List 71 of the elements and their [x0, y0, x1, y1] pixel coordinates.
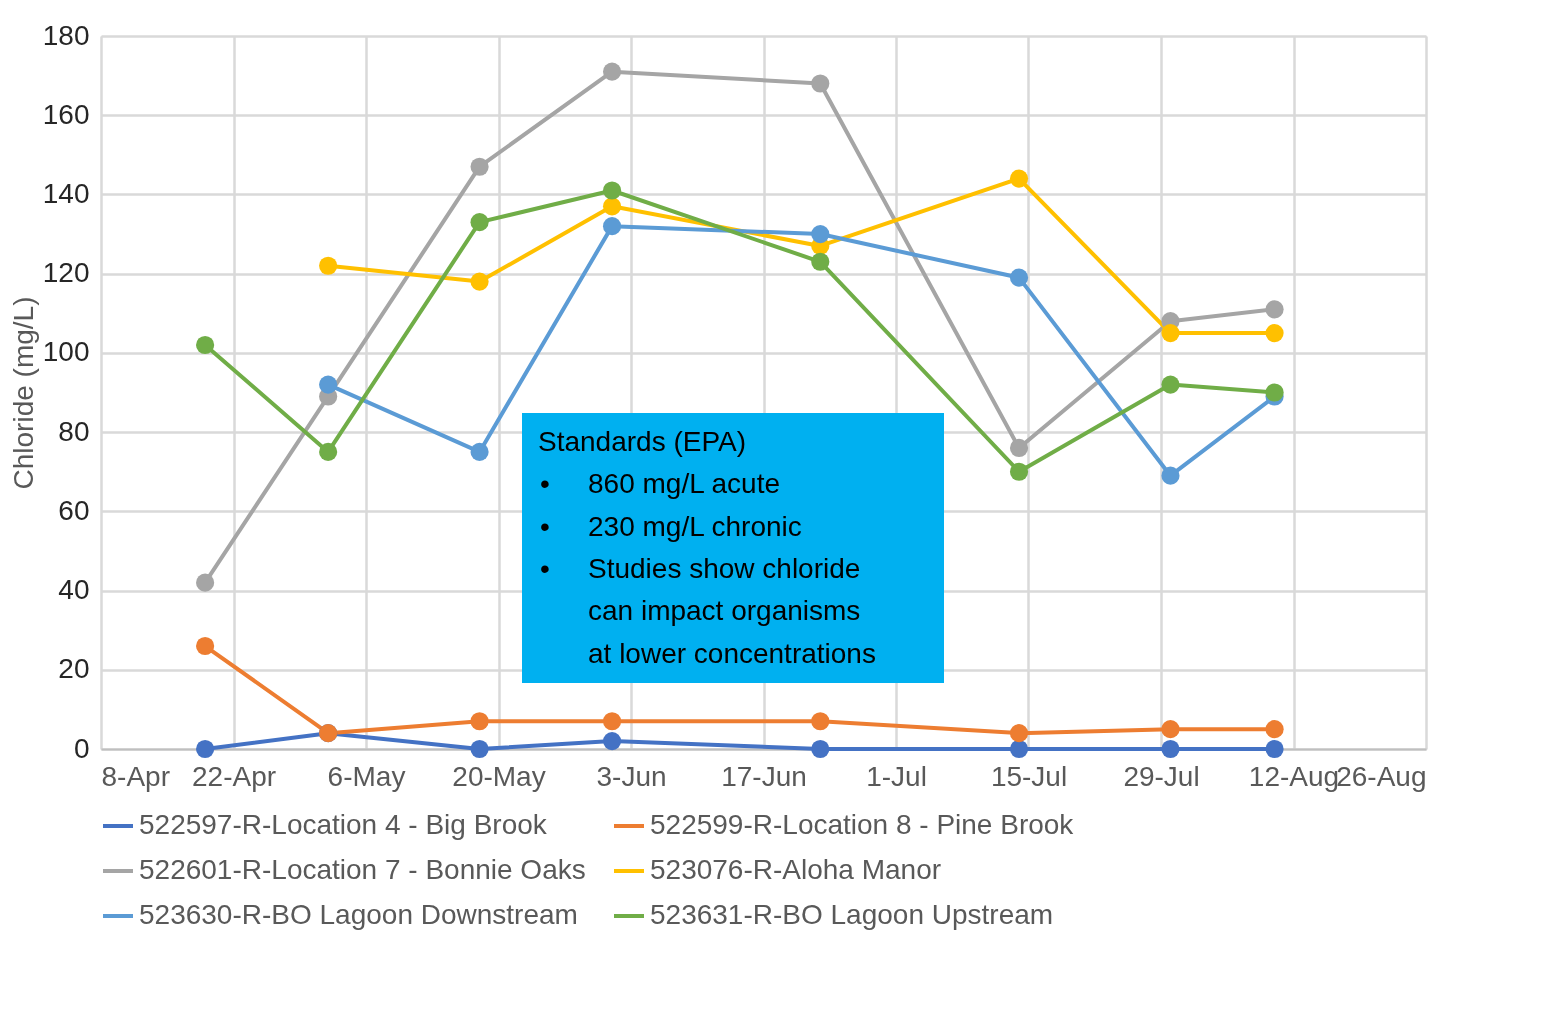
x-tick-label: 26-Aug [1336, 760, 1427, 792]
x-tick-label: 20-May [452, 760, 546, 792]
point [470, 157, 489, 176]
y-tick-label: 180 [42, 19, 90, 51]
legend-label: 522601-R-Location 7 - Bonnie Oaks [139, 854, 586, 885]
y-tick-label: 20 [58, 653, 90, 685]
x-tick-label: 8-Apr [101, 760, 170, 792]
x-tick-label: 17-Jun [721, 760, 807, 792]
point [319, 375, 338, 394]
y-tick-label: 160 [42, 98, 90, 130]
y-tick-label: 80 [58, 415, 90, 447]
point [1009, 268, 1029, 287]
point [1265, 300, 1284, 319]
point [1009, 169, 1029, 188]
x-tick-label: 6-May [327, 760, 406, 792]
point [470, 442, 489, 461]
legend-label: 522597-R-Location 4 - Big Brook [139, 809, 548, 840]
x-tick-label: 15-Jul [990, 760, 1068, 792]
point [1161, 720, 1180, 739]
point [1161, 324, 1180, 343]
point [811, 739, 830, 759]
y-tick-label: 40 [58, 574, 90, 606]
point [470, 712, 489, 731]
y-tick-label: 140 [42, 177, 90, 209]
text: • 230 mg/L chronic [540, 510, 802, 542]
x-tick-label: 22-Apr [191, 760, 277, 792]
point [602, 62, 622, 81]
point [602, 217, 622, 236]
point [602, 712, 622, 731]
point [196, 573, 215, 592]
point [470, 739, 489, 759]
point [1265, 720, 1284, 739]
point [1009, 438, 1029, 458]
point [470, 272, 489, 291]
point [811, 224, 830, 244]
point [1265, 739, 1284, 759]
y-tick-label: 100 [42, 336, 90, 368]
y-axis-title: Chloride (mg/L) [7, 296, 39, 490]
point [1009, 724, 1029, 743]
point [811, 252, 830, 271]
y-tick-label: 0 [73, 732, 90, 764]
point [1009, 462, 1029, 481]
text: • 860 mg/L acute [540, 468, 780, 500]
point [602, 197, 622, 216]
point [811, 74, 830, 93]
point [196, 335, 215, 355]
annotation: Standards (EPA) [538, 426, 747, 457]
point [1265, 383, 1284, 402]
legend-label: 523630-R-BO Lagoon Downstream [139, 899, 578, 930]
y-tick-label: 60 [58, 494, 90, 526]
legend-label: 522599-R-Location 8 - Pine Brook [650, 809, 1075, 840]
point [602, 732, 622, 751]
point [470, 213, 489, 232]
x-tick-label: 1-Jul [866, 760, 927, 792]
point [196, 739, 215, 759]
y-tick-label: 120 [42, 257, 90, 289]
point [811, 712, 830, 731]
point [1161, 466, 1180, 485]
point [1265, 324, 1284, 343]
x-tick-label: 29-Jul [1123, 760, 1200, 792]
point [196, 636, 215, 656]
point [1161, 375, 1180, 394]
x-tick-label: 3-Jun [596, 760, 667, 792]
legend-label: 523076-R-Aloha Manor [650, 854, 942, 885]
point [1161, 739, 1180, 759]
point [319, 442, 338, 461]
legend-label: 523631-R-BO Lagoon Upstream [650, 899, 1054, 930]
text: • Studies show chloride can impact organisms at lower concentrations [540, 552, 876, 669]
point [602, 181, 622, 200]
point [319, 256, 338, 275]
point [1009, 739, 1029, 759]
